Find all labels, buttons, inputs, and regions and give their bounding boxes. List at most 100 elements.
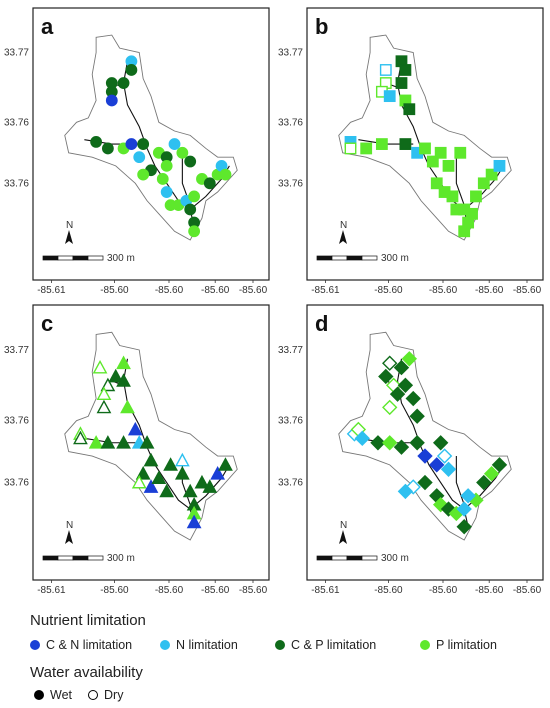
x-tick-label: -85.61 <box>37 585 66 596</box>
site-marker <box>403 103 416 116</box>
site-marker <box>143 479 159 493</box>
site-marker <box>375 138 388 150</box>
x-tick-label: -85.60 <box>201 585 230 596</box>
y-tick-label: 33.77 <box>4 345 29 356</box>
x-tick-label: -85.61 <box>311 585 340 596</box>
north-label: N <box>340 220 347 231</box>
stream-line <box>455 456 465 505</box>
north-label: N <box>340 520 347 531</box>
legend-label-p: P limitation <box>436 638 497 652</box>
north-arrow-icon <box>339 530 347 544</box>
site-marker <box>117 77 130 89</box>
legend-item-wet: Wet <box>34 688 72 702</box>
y-tick-label: 33.76 <box>4 478 29 489</box>
site-marker <box>485 168 498 181</box>
scale-bar <box>316 555 378 561</box>
site-marker <box>370 435 386 451</box>
site-marker <box>137 168 150 181</box>
site-marker <box>176 146 189 159</box>
x-tick-label: -85.60 <box>239 585 268 596</box>
site-marker <box>354 430 370 447</box>
cp-dot-icon <box>275 640 285 650</box>
site-marker <box>393 359 410 376</box>
y-tick-label: 33.76 <box>278 478 303 489</box>
scale-bar <box>316 255 378 261</box>
site-marker <box>476 474 492 491</box>
site-marker <box>156 173 169 185</box>
site-marker <box>426 155 439 168</box>
legend-label-cp: C & P limitation <box>291 638 377 652</box>
site-marker <box>108 368 124 383</box>
x-tick-label: -85.60 <box>374 585 403 596</box>
site-marker <box>389 386 406 402</box>
scale-bar <box>42 555 104 561</box>
site-marker <box>184 155 197 168</box>
site-marker <box>96 386 112 401</box>
watershed-outline <box>338 331 512 541</box>
site-marker <box>182 483 198 498</box>
map-panel-d: d N 300 m 33.77 33.76 33.76 -85.61 -85.60 -85.60… <box>278 304 544 596</box>
legend-item-cn: C & N limitation <box>30 638 132 652</box>
legend-label-wet: Wet <box>50 688 72 702</box>
site-marker <box>483 466 500 482</box>
legend-item-n: N limitation <box>160 638 238 652</box>
scale-bar <box>42 255 104 261</box>
site-marker <box>125 64 138 76</box>
p-dot-icon <box>420 640 430 650</box>
map-panel-a: a N 300 m 33.77 33.76 33.76 -85.61 -85.60 -85.60… <box>4 7 270 296</box>
panel-label: b <box>315 14 328 39</box>
site-marker <box>96 399 112 414</box>
site-marker <box>430 177 443 190</box>
site-marker <box>382 435 398 451</box>
site-marker <box>137 138 150 150</box>
site-marker <box>454 146 467 159</box>
site-marker <box>477 177 490 190</box>
site-marker <box>210 466 226 480</box>
site-marker <box>382 399 398 416</box>
site-marker <box>188 190 201 203</box>
site-marker <box>127 421 143 436</box>
legend-title-nutrient: Nutrient limitation <box>30 612 146 629</box>
site-marker <box>397 377 414 393</box>
site-marker <box>73 430 88 445</box>
site-marker <box>168 138 181 150</box>
site-marker <box>417 474 433 491</box>
site-marker <box>159 483 175 498</box>
site-marker <box>174 466 190 480</box>
site-marker <box>131 474 147 489</box>
site-marker <box>100 435 116 449</box>
scale-label: 300 m <box>107 553 135 564</box>
x-tick-label: -85.60 <box>239 285 268 296</box>
scale-label: 300 m <box>107 253 135 264</box>
y-tick-label: 33.76 <box>278 178 303 189</box>
site-marker <box>434 146 447 159</box>
legend-item-dry: Dry <box>88 688 123 702</box>
site-marker <box>379 64 392 76</box>
site-marker <box>116 355 131 370</box>
scale-label: 300 m <box>381 253 409 264</box>
site-marker <box>218 457 233 471</box>
site-marker <box>116 435 131 449</box>
site-marker <box>92 359 108 374</box>
panel-label: a <box>41 14 54 39</box>
site-marker <box>378 368 394 385</box>
site-marker <box>194 474 210 489</box>
north-arrow-icon <box>65 530 73 544</box>
x-tick-label: -85.61 <box>37 285 66 296</box>
site-marker <box>116 373 131 387</box>
site-marker <box>101 142 114 155</box>
legend-label-cn: C & N limitation <box>46 638 133 652</box>
site-marker <box>409 408 425 424</box>
y-tick-label: 33.77 <box>278 48 303 59</box>
site-marker <box>436 448 453 464</box>
wet-dot-icon <box>34 690 44 700</box>
x-tick-label: -85.60 <box>374 285 403 296</box>
site-marker <box>360 142 373 155</box>
stream-line <box>455 157 465 206</box>
site-marker <box>105 94 118 107</box>
site-marker <box>188 225 201 238</box>
panel-label: c <box>41 311 53 336</box>
site-marker <box>460 488 476 504</box>
site-marker <box>100 377 116 392</box>
north-label: N <box>66 220 73 231</box>
